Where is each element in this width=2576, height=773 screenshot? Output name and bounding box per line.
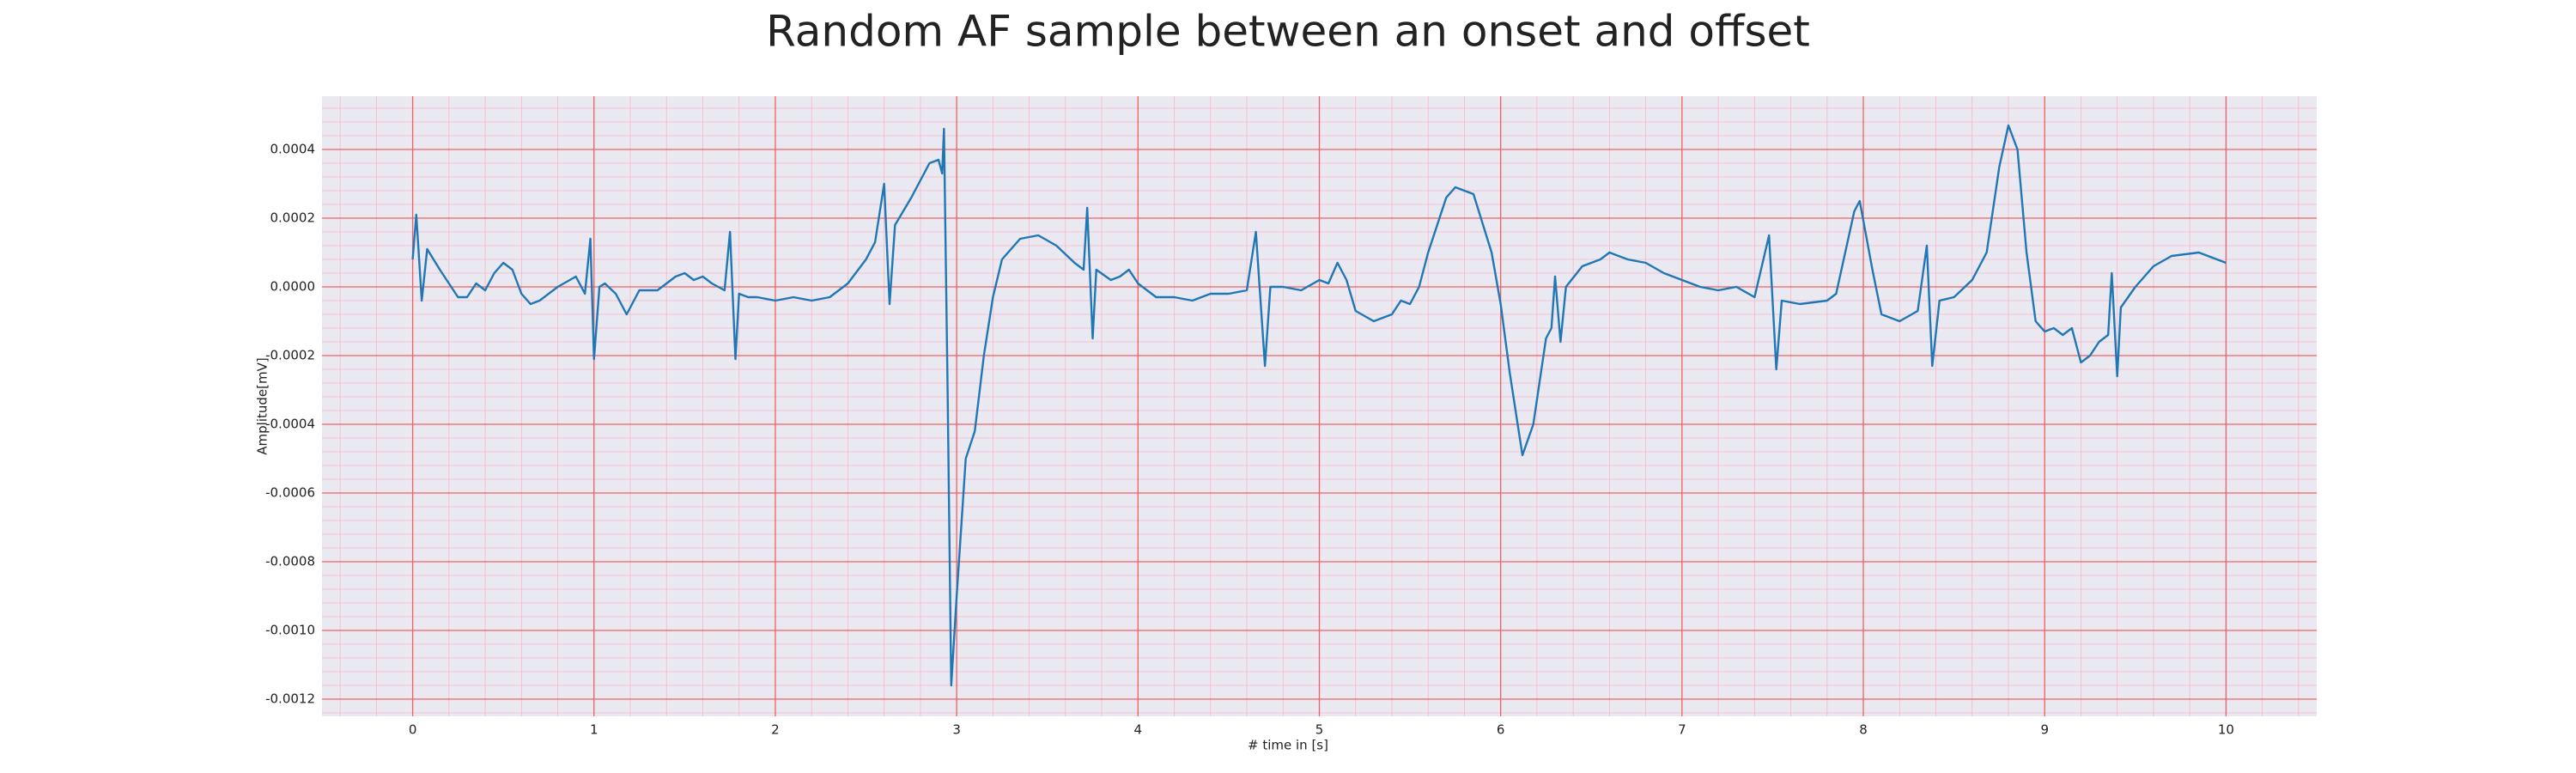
x-tick-label: 1 (590, 722, 598, 738)
x-tick-label: 8 (1859, 722, 1868, 738)
x-tick-label: 10 (2218, 722, 2234, 738)
x-tick-label: 5 (1315, 722, 1324, 738)
x-axis-label: # time in [s] (1248, 738, 1328, 753)
y-tick-label: 0.0004 (270, 142, 316, 157)
chart-title: Random AF sample between an onset and of… (766, 7, 1810, 57)
x-tick-label: 3 (952, 722, 961, 738)
y-tick-label: -0.0004 (265, 417, 315, 432)
x-tick-label: 9 (2040, 722, 2049, 738)
signal-line (411, 124, 2227, 687)
y-tick-label: 0.0002 (270, 210, 316, 226)
y-tick-label: -0.0002 (265, 348, 315, 363)
x-tick-label: 2 (771, 722, 780, 738)
x-tick-label: 0 (409, 722, 417, 738)
y-tick-label: -0.0006 (265, 485, 315, 501)
y-tick-label: 0.0000 (270, 279, 316, 295)
y-tick-label: -0.0010 (265, 623, 315, 638)
x-tick-label: 7 (1678, 722, 1686, 738)
y-tick-label: -0.0012 (265, 691, 315, 707)
y-axis-label: Amplitude[mV] (255, 357, 270, 454)
x-tick-label: 4 (1134, 722, 1143, 738)
x-tick-label: 6 (1497, 722, 1505, 738)
y-tick-label: -0.0008 (265, 554, 315, 569)
